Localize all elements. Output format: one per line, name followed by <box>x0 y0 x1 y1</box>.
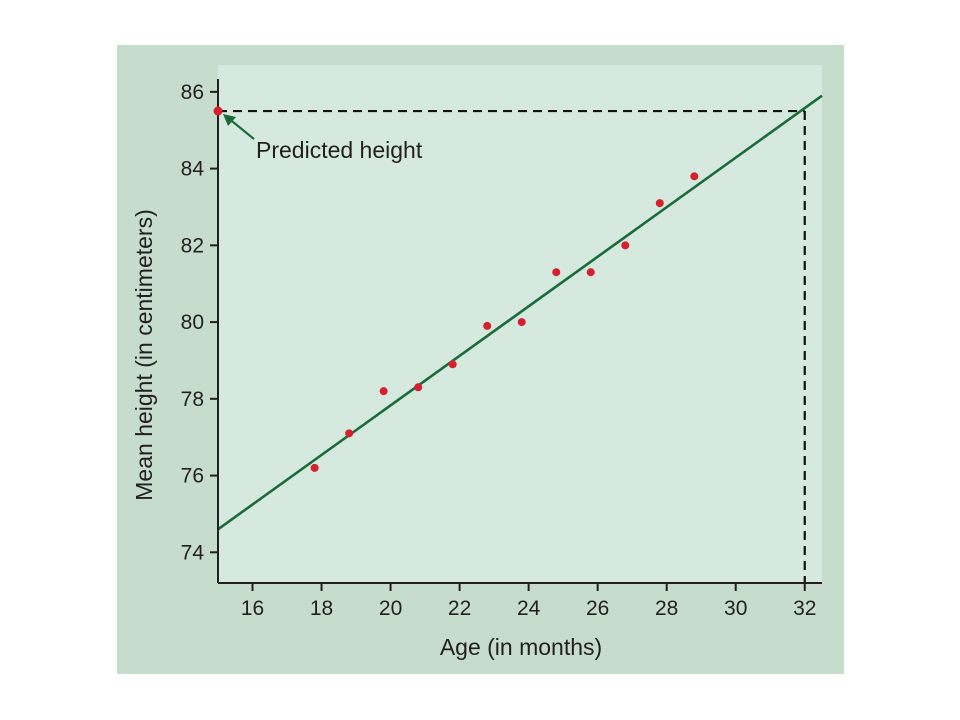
x-tick-label: 16 <box>241 597 264 620</box>
data-point <box>690 172 699 181</box>
y-tick-label: 80 <box>181 311 204 334</box>
x-tick-label: 20 <box>379 597 402 620</box>
data-point <box>379 387 388 396</box>
data-point <box>552 268 561 277</box>
x-tick-label: 24 <box>517 597 541 620</box>
data-point <box>517 318 526 327</box>
predicted-point <box>213 106 223 116</box>
data-point <box>483 321 492 330</box>
annotation-arrow-head <box>223 114 236 127</box>
y-tick-label: 84 <box>181 158 205 181</box>
data-point <box>414 383 423 392</box>
annotation-label: Predicted height <box>256 137 423 163</box>
y-axis-title: Mean height (in centimeters) <box>131 209 157 500</box>
x-tick-label: 22 <box>448 597 471 620</box>
data-point <box>310 463 319 472</box>
y-tick-label: 74 <box>181 541 205 564</box>
x-axis-title: Age (in months) <box>440 634 602 660</box>
data-point <box>655 199 664 208</box>
y-tick-label: 76 <box>181 465 204 488</box>
regression-line <box>217 94 823 531</box>
x-tick-label: 18 <box>310 597 333 620</box>
scatter-chart: 74 76 78 80 82 84 86 16 18 20 22 24 26 28 30 32 Predict… <box>131 65 823 660</box>
data-point <box>448 360 457 369</box>
x-tick-label: 28 <box>655 597 678 620</box>
x-tick-label: 32 <box>793 597 816 620</box>
data-point <box>586 268 595 277</box>
data-point <box>345 429 354 438</box>
data-point <box>621 241 630 250</box>
chart-frame: 74 76 78 80 82 84 86 16 18 20 22 24 26 28 30 32 Predict… <box>117 45 844 674</box>
y-tick-label: 82 <box>181 234 204 257</box>
x-tick-label: 26 <box>586 597 609 620</box>
x-tick-label: 30 <box>724 597 747 620</box>
y-tick-label: 86 <box>181 81 204 104</box>
y-tick-label: 78 <box>181 388 204 411</box>
